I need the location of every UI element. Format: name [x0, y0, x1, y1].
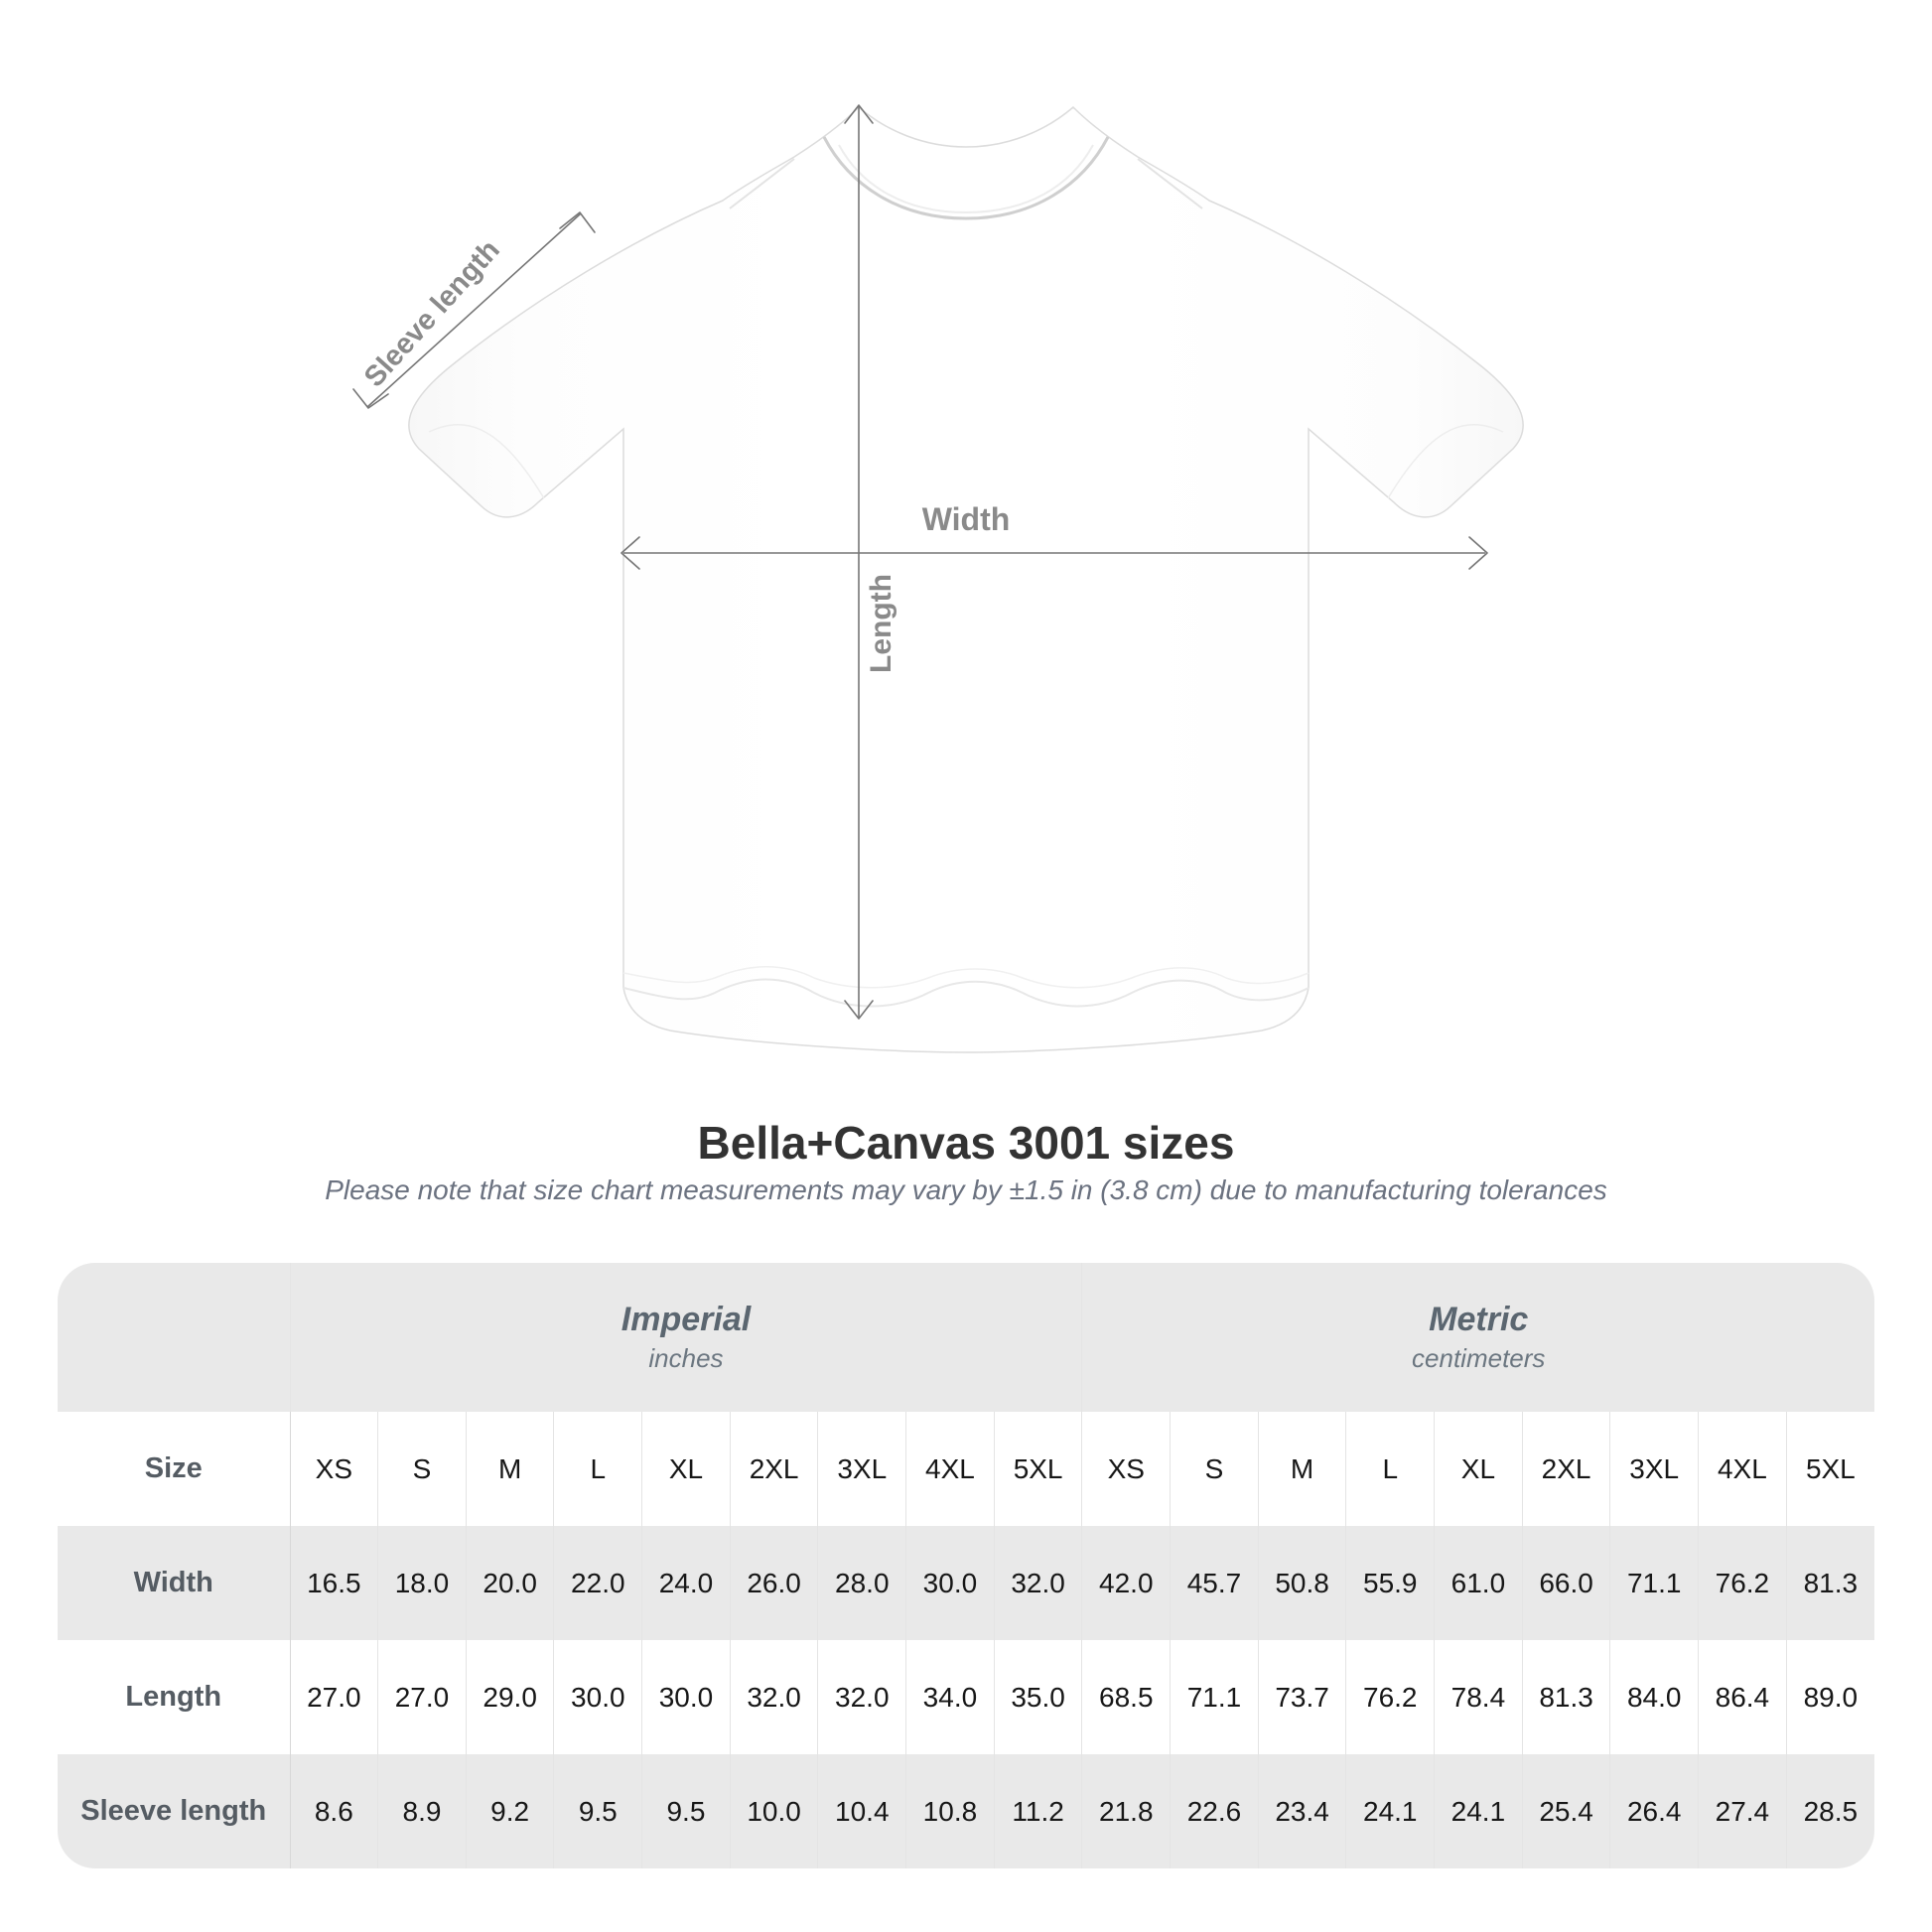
svg-text:Length: Length	[865, 574, 897, 673]
svg-text:Width: Width	[922, 501, 1011, 537]
svg-text:Sleeve length: Sleeve length	[358, 234, 506, 393]
